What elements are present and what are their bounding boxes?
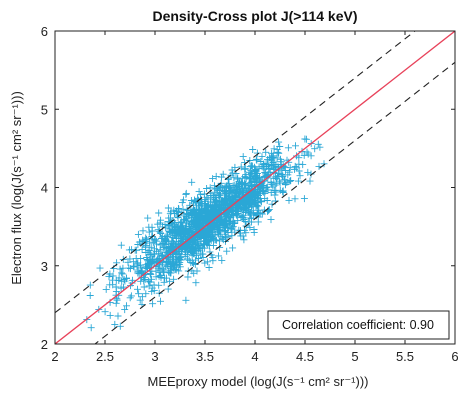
y-tick-label: 5 [41,102,48,117]
scatter-points [83,135,328,332]
y-axis-ticks: 2 3 4 5 6 [41,24,455,352]
y-tick-label: 6 [41,24,48,39]
x-axis-label: MEEproxy model (log(J(s⁻¹ cm² sr⁻¹))) [147,374,368,389]
x-tick-label: 4 [251,349,258,364]
annotation-frame [267,310,450,340]
x-tick-label: 5.5 [396,349,414,364]
x-tick-label: 5 [351,349,358,364]
lower-bound-line [94,61,455,344]
x-axis-ticks: 2 2.5 3 3.5 4 4.5 5 5.5 6 [51,31,459,364]
y-axis-label: Electron flux (log(J(s⁻¹ cm² sr⁻¹))) [9,91,24,285]
correlation-annotation: Correlation coefficient: 0.90 [282,318,434,332]
reference-lines [55,31,455,344]
plot-area [55,31,455,344]
y-tick-label: 3 [41,259,48,274]
upper-bound-line [55,31,416,314]
x-tick-label: 6 [451,349,458,364]
identity-line [55,31,455,344]
x-tick-label: 3.5 [196,349,214,364]
chart-title: Density-Cross plot J(>114 keV) [152,8,357,24]
annotation-box: Correlation coefficient: 0.90 [267,310,450,340]
x-tick-label: 3 [151,349,158,364]
x-tick-label: 2.5 [96,349,114,364]
x-tick-label: 4.5 [296,349,314,364]
y-tick-label: 2 [41,337,48,352]
y-tick-label: 4 [41,181,48,196]
scatter-markers [83,135,328,332]
x-tick-label: 2 [51,349,58,364]
